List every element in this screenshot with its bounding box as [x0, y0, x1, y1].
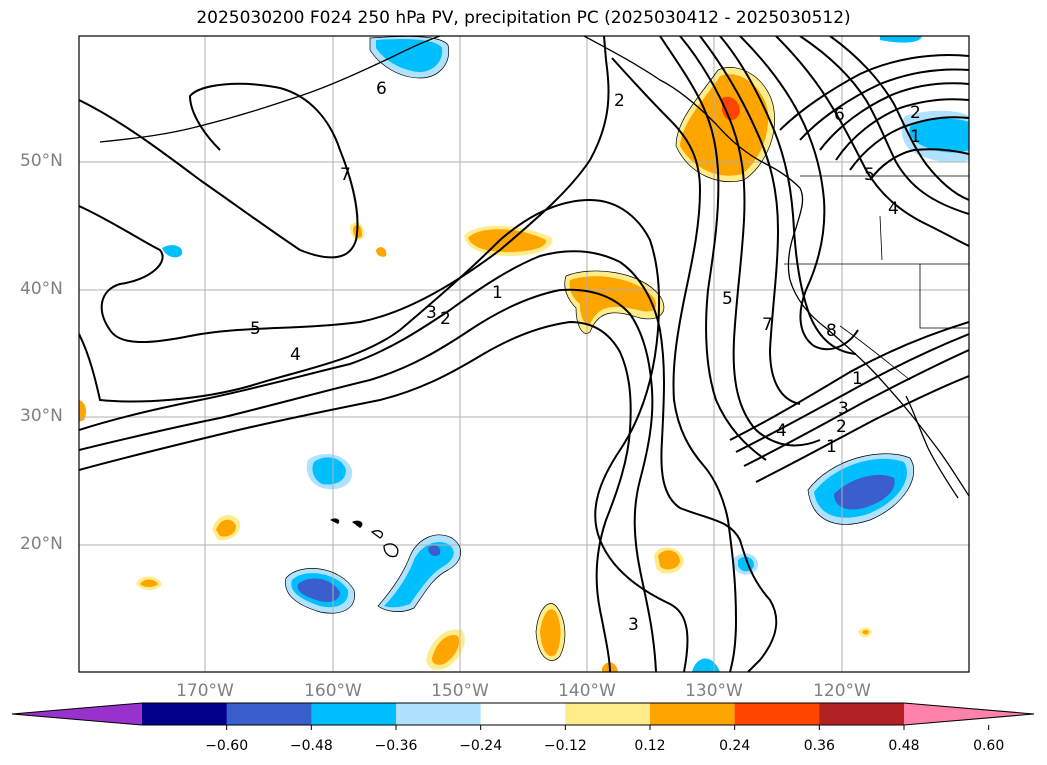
colorbar-tick-label: 0.60	[973, 738, 1005, 754]
contour-label: 3	[628, 615, 639, 635]
contour-label: 1	[852, 369, 863, 389]
map-frame	[78, 35, 970, 673]
pv-thin-contours	[285, 36, 915, 661]
colorbar-tick-label: 0.12	[634, 738, 666, 754]
pv-contours	[79, 36, 969, 672]
map-title: 2025030200 F024 250 hPa PV, precipitatio…	[196, 8, 851, 28]
contour-label: 1	[492, 283, 503, 303]
colorbar-outline	[11, 702, 1035, 726]
pv-contour-labels: 6 2 7 6 2 1 5 4 5 4 3 2 1 5 7 8 1 2 3 4 …	[250, 79, 921, 635]
colorbar-extend-high	[904, 703, 1034, 725]
colorbar-swatch	[396, 703, 482, 725]
graticule-grid	[79, 36, 969, 672]
colorbar-tick-label: −0.36	[374, 738, 418, 754]
lat-label-50n: 50°N	[20, 151, 63, 171]
colorbar-tick-label: 0.24	[719, 738, 751, 754]
lon-label-160w: 160°W	[304, 681, 362, 701]
contour-label: 6	[376, 79, 387, 99]
lon-label-140w: 140°W	[558, 681, 616, 701]
precipitation-shading	[79, 36, 969, 672]
contour-label: 7	[762, 315, 773, 335]
lon-label-150w: 150°W	[431, 681, 489, 701]
lat-label-40n: 40°N	[20, 279, 63, 299]
contour-label: 4	[776, 421, 787, 441]
contour-label: 2	[440, 309, 451, 329]
colorbar-tick-label: −0.48	[289, 738, 333, 754]
lat-label-30n: 30°N	[20, 406, 63, 426]
colorbar	[11, 702, 1035, 730]
colorbar-swatch	[226, 703, 312, 725]
colorbar-tick-label: −0.12	[543, 738, 587, 754]
contour-label: 4	[888, 199, 899, 219]
colorbar-tick-label: 0.36	[803, 738, 835, 754]
contour-label: 8	[826, 321, 837, 341]
contour-label: 5	[864, 165, 875, 185]
lon-label-170w: 170°W	[176, 681, 234, 701]
contour-label: 5	[722, 289, 733, 309]
colorbar-tick-label: −0.24	[459, 738, 503, 754]
lon-label-120w: 120°W	[813, 681, 871, 701]
precip-positive-areas	[79, 67, 872, 672]
colorbar-swatch	[650, 703, 736, 725]
colorbar-swatch	[734, 703, 820, 725]
contour-label: 2	[910, 103, 921, 123]
contour-label: 3	[838, 399, 849, 419]
contour-label: 3	[426, 303, 437, 323]
colorbar-tick-label: −0.60	[205, 738, 249, 754]
contour-label: 4	[290, 345, 301, 365]
colorbar-extend-low	[12, 703, 142, 725]
precip-negative-areas	[162, 36, 969, 672]
lon-label-130w: 130°W	[685, 681, 743, 701]
colorbar-swatch	[480, 703, 566, 725]
colorbar-swatch	[819, 703, 905, 725]
contour-label: 2	[836, 417, 847, 437]
contour-label: 2	[614, 91, 625, 111]
contour-label: 5	[250, 319, 261, 339]
colorbar-swatch	[311, 703, 397, 725]
contour-label: 6	[834, 105, 845, 125]
contour-label: 1	[826, 437, 837, 457]
contour-label: 7	[340, 165, 351, 185]
contour-label: 1	[910, 127, 921, 147]
lat-label-20n: 20°N	[20, 534, 63, 554]
colorbar-swatch	[142, 703, 228, 725]
colorbar-tick-label: 0.48	[888, 738, 920, 754]
colorbar-swatch	[565, 703, 651, 725]
